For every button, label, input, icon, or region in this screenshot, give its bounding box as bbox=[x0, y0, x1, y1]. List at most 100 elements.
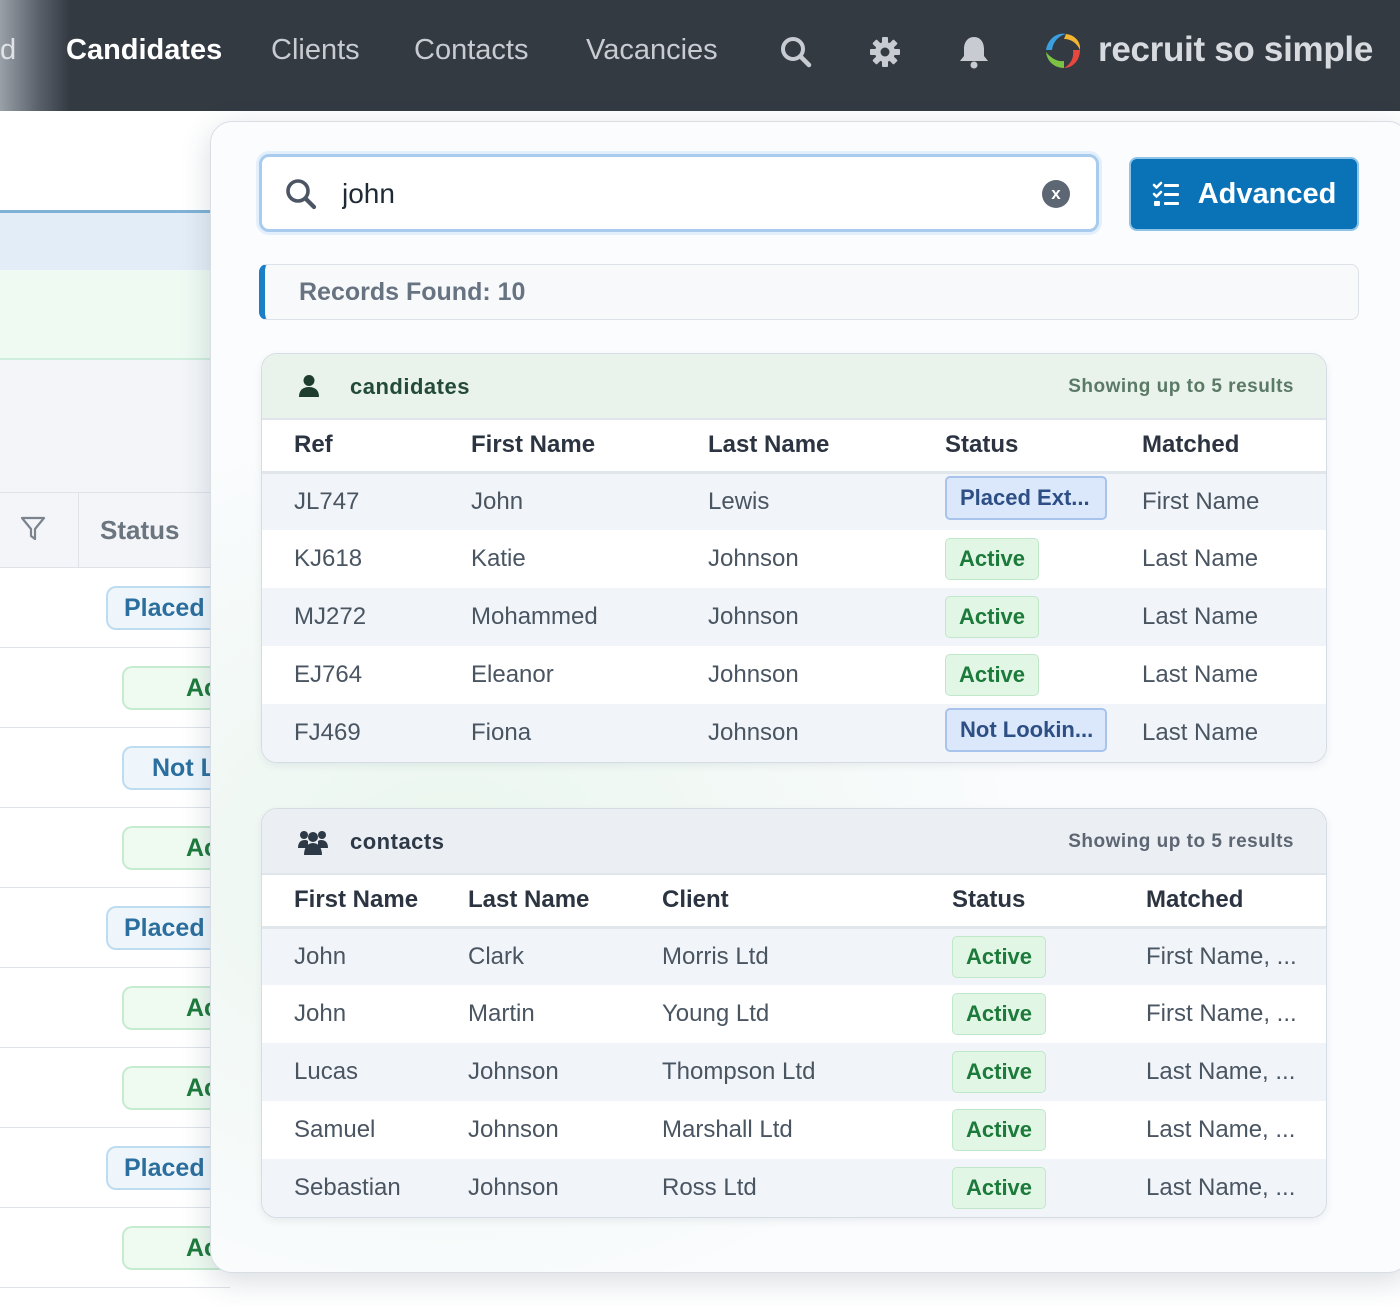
contact-status-cell: Active bbox=[920, 927, 1114, 985]
candidate-status-cell: Placed Ext... bbox=[913, 472, 1110, 530]
gear-icon[interactable] bbox=[865, 30, 905, 74]
candidate-first-name: John bbox=[439, 472, 676, 530]
status-badge: Active bbox=[952, 1167, 1047, 1209]
status-badge: Active bbox=[952, 1051, 1047, 1093]
candidate-last-name: Johnson bbox=[676, 646, 913, 704]
candidate-last-name: Johnson bbox=[676, 704, 913, 762]
candidate-last-name: Lewis bbox=[676, 472, 913, 530]
bg-table-row[interactable]: Placed bbox=[0, 568, 230, 648]
contact-first-name: Lucas bbox=[262, 1043, 436, 1101]
bg-column-header: Status bbox=[0, 492, 230, 569]
column-header-ref[interactable]: Ref bbox=[262, 420, 439, 474]
candidate-matched: Last Name bbox=[1110, 646, 1326, 704]
candidate-row[interactable]: JL747 John Lewis Placed Ext... First Nam… bbox=[262, 472, 1326, 530]
records-found-bar: Records Found: 10 bbox=[259, 264, 1359, 320]
bg-table-row[interactable]: Placed bbox=[0, 888, 230, 968]
filter-icon[interactable] bbox=[18, 513, 48, 548]
bg-table-row[interactable]: Placed bbox=[0, 1128, 230, 1208]
candidate-first-name: Mohammed bbox=[439, 588, 676, 646]
candidate-last-name: Johnson bbox=[676, 588, 913, 646]
contact-first-name: John bbox=[262, 985, 436, 1043]
bg-table-row[interactable]: Ac bbox=[0, 1048, 236, 1128]
nav-item-contacts[interactable]: Contacts bbox=[414, 34, 529, 66]
column-header-matched[interactable]: Matched bbox=[1114, 875, 1326, 929]
bg-status-badge: Placed bbox=[106, 906, 223, 950]
candidate-status-cell: Not Lookin... bbox=[913, 704, 1110, 762]
contact-status-cell: Active bbox=[920, 985, 1114, 1043]
status-badge: Placed Ext... bbox=[945, 476, 1107, 521]
contact-status-cell: Active bbox=[920, 1043, 1114, 1101]
candidates-table: Ref First Name Last Name Status Matched … bbox=[262, 420, 1326, 762]
candidate-status-cell: Active bbox=[913, 588, 1110, 646]
candidate-last-name: Johnson bbox=[676, 530, 913, 588]
contact-last-name: Martin bbox=[436, 985, 630, 1043]
contact-client: Ross Ltd bbox=[630, 1159, 920, 1217]
status-badge: Active bbox=[952, 935, 1047, 978]
candidate-row[interactable]: KJ618 Katie Johnson Active Last Name bbox=[262, 530, 1326, 588]
status-badge: Active bbox=[952, 1109, 1047, 1151]
bg-highlight-band bbox=[0, 270, 230, 360]
contact-row[interactable]: John Martin Young Ltd Active First Name,… bbox=[262, 985, 1326, 1043]
column-header-status[interactable]: Status bbox=[913, 420, 1110, 474]
candidate-ref: EJ764 bbox=[262, 646, 439, 704]
contact-client: Morris Ltd bbox=[630, 927, 920, 985]
status-badge: Not Lookin... bbox=[945, 707, 1107, 752]
contact-client: Marshall Ltd bbox=[630, 1101, 920, 1159]
bg-header-band bbox=[0, 210, 230, 270]
column-header-client[interactable]: Client bbox=[630, 875, 920, 929]
list-check-icon bbox=[1152, 181, 1180, 207]
contact-row[interactable]: John Clark Morris Ltd Active First Name,… bbox=[262, 927, 1326, 985]
bg-table-row[interactable]: Ac bbox=[0, 1208, 236, 1288]
contact-matched: Last Name, ... bbox=[1114, 1101, 1326, 1159]
brand-logo-icon bbox=[1046, 33, 1081, 68]
nav-item-partial[interactable]: d bbox=[0, 34, 17, 66]
bg-table-row[interactable]: Ac bbox=[0, 968, 236, 1048]
nav-item-vacancies[interactable]: Vacancies bbox=[586, 34, 718, 66]
bg-status-column-label[interactable]: Status bbox=[100, 515, 180, 545]
contact-last-name: Johnson bbox=[436, 1101, 630, 1159]
contact-status-cell: Active bbox=[920, 1159, 1114, 1217]
bg-table-row[interactable]: Not L bbox=[0, 728, 234, 808]
contact-client: Thompson Ltd bbox=[630, 1043, 920, 1101]
bg-table-row[interactable]: Ac bbox=[0, 648, 236, 728]
clear-search-button[interactable]: x bbox=[1042, 180, 1070, 208]
contact-row[interactable]: Samuel Johnson Marshall Ltd Active Last … bbox=[262, 1101, 1326, 1159]
nav-item-candidates[interactable]: Candidates bbox=[66, 34, 223, 66]
search-icon[interactable] bbox=[776, 30, 816, 74]
bg-table-row[interactable]: Ac bbox=[0, 808, 236, 888]
search-input[interactable] bbox=[342, 171, 1022, 217]
column-header-last-name[interactable]: Last Name bbox=[676, 420, 913, 474]
bell-icon[interactable] bbox=[954, 30, 994, 74]
candidates-card-title: candidates bbox=[350, 374, 470, 399]
bg-toolbar-band bbox=[0, 360, 230, 492]
candidate-ref: FJ469 bbox=[262, 704, 439, 762]
column-header-status[interactable]: Status bbox=[920, 875, 1114, 929]
candidate-row[interactable]: FJ469 Fiona Johnson Not Lookin... Last N… bbox=[262, 704, 1326, 762]
column-header-last-name[interactable]: Last Name bbox=[436, 875, 630, 929]
brand-name: recruit so simple bbox=[1098, 30, 1374, 69]
brand[interactable]: recruit so simple bbox=[1042, 28, 1373, 72]
user-icon bbox=[298, 374, 320, 403]
advanced-search-button[interactable]: Advanced bbox=[1129, 157, 1359, 231]
contact-row[interactable]: Lucas Johnson Thompson Ltd Active Last N… bbox=[262, 1043, 1326, 1101]
candidate-row[interactable]: EJ764 Eleanor Johnson Active Last Name bbox=[262, 646, 1326, 704]
nav-item-clients[interactable]: Clients bbox=[271, 34, 360, 66]
advanced-button-label: Advanced bbox=[1197, 177, 1337, 210]
column-header-matched[interactable]: Matched bbox=[1110, 420, 1326, 474]
candidate-status-cell: Active bbox=[913, 646, 1110, 704]
column-header-first-name[interactable]: First Name bbox=[439, 420, 676, 474]
candidate-ref: JL747 bbox=[262, 472, 439, 530]
candidates-results-card: candidates Showing up to 5 results Ref F… bbox=[261, 353, 1327, 763]
users-icon bbox=[298, 829, 328, 860]
status-badge: Active bbox=[952, 993, 1047, 1035]
candidate-ref: KJ618 bbox=[262, 530, 439, 588]
contact-client: Young Ltd bbox=[630, 985, 920, 1043]
contact-matched: First Name, ... bbox=[1114, 985, 1326, 1043]
contact-last-name: Clark bbox=[436, 927, 630, 985]
search-box[interactable]: x bbox=[259, 154, 1099, 232]
candidate-first-name: Katie bbox=[439, 530, 676, 588]
contact-row[interactable]: Sebastian Johnson Ross Ltd Active Last N… bbox=[262, 1159, 1326, 1217]
column-header-first-name[interactable]: First Name bbox=[262, 875, 436, 929]
bg-status-badge: Placed bbox=[106, 1146, 223, 1190]
candidate-row[interactable]: MJ272 Mohammed Johnson Active Last Name bbox=[262, 588, 1326, 646]
